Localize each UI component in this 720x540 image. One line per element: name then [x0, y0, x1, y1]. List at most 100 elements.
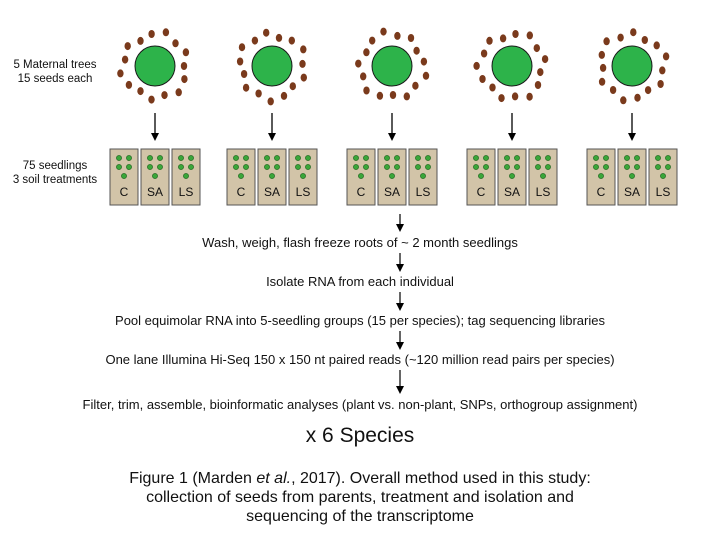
maternal-tree: [251, 45, 293, 87]
seed: [609, 86, 617, 94]
seedling: [353, 155, 359, 161]
seed: [300, 45, 307, 54]
maternal-trees-label: 5 Maternal trees 15 seeds each: [0, 58, 110, 86]
seed: [137, 87, 144, 96]
treatment-label: C: [597, 185, 606, 199]
seedling: [593, 164, 599, 170]
seedling: [157, 164, 163, 170]
caption-suffix: , 2017). Overall method used in this stu…: [291, 470, 591, 487]
seedling: [295, 164, 301, 170]
seedling: [238, 173, 244, 179]
seed: [630, 28, 637, 37]
treatment-label: LS: [536, 185, 551, 199]
seedling: [178, 164, 184, 170]
seedling: [233, 164, 239, 170]
seedling: [305, 164, 311, 170]
seed: [137, 36, 144, 45]
seed: [473, 61, 480, 70]
treatment-label: C: [120, 185, 129, 199]
seedling: [384, 155, 390, 161]
step-analysis: Filter, trim, assemble, bioinformatic an…: [82, 397, 638, 412]
treatment-label: LS: [416, 185, 431, 199]
seed: [641, 36, 648, 44]
seedling: [269, 173, 275, 179]
seedling: [665, 164, 671, 170]
treatment-label: LS: [179, 185, 194, 199]
seed: [363, 86, 370, 95]
seedling: [603, 164, 609, 170]
seedling: [634, 164, 640, 170]
seed: [526, 31, 533, 40]
seedling: [514, 164, 520, 170]
seed: [124, 42, 131, 51]
seedling: [358, 173, 364, 179]
seed: [526, 92, 533, 101]
seedling: [593, 155, 599, 161]
seed: [653, 41, 660, 50]
caption-line2: collection of seeds from parents, treatm…: [146, 489, 574, 506]
seedling: [634, 155, 640, 161]
seed: [420, 57, 428, 66]
seedling: [509, 173, 515, 179]
seed: [412, 81, 419, 90]
seedling: [394, 155, 400, 161]
maternal-tree: [134, 45, 176, 87]
seed: [263, 28, 270, 37]
seedlings-label-line1: 75 seedlings: [22, 160, 88, 172]
seed: [182, 48, 190, 57]
seed: [380, 27, 387, 36]
seedling: [483, 164, 489, 170]
seed: [498, 94, 505, 103]
seed: [407, 34, 415, 42]
treatment-label: SA: [384, 185, 400, 199]
seedling: [535, 155, 541, 161]
seedling: [233, 155, 239, 161]
seedling: [545, 164, 551, 170]
seed: [394, 31, 401, 40]
treatment-label: SA: [504, 185, 520, 199]
seed: [299, 59, 306, 68]
seed: [413, 46, 420, 55]
seedling: [300, 173, 306, 179]
seed: [255, 89, 262, 98]
seed: [634, 93, 641, 102]
seed: [251, 36, 259, 45]
seed: [537, 68, 544, 77]
treatment-label: SA: [147, 185, 163, 199]
seed: [363, 48, 370, 57]
treatment-label: SA: [264, 185, 280, 199]
seed: [289, 82, 296, 91]
seedling: [415, 155, 421, 161]
seed: [644, 86, 652, 95]
seed: [355, 59, 362, 68]
seedling: [425, 155, 431, 161]
seed: [486, 36, 493, 45]
seedling: [425, 164, 431, 170]
seed: [376, 91, 384, 100]
seedling: [660, 173, 666, 179]
sample-group: C SA LS: [346, 27, 438, 206]
seedling: [598, 173, 604, 179]
seedling: [157, 155, 163, 161]
maternal-label-line2: 15 seeds each: [17, 73, 93, 85]
seedling: [188, 155, 194, 161]
seed: [161, 91, 168, 100]
seedling: [473, 155, 479, 161]
sample-group: C SA LS: [109, 28, 201, 206]
seed: [238, 43, 246, 52]
seed: [422, 71, 430, 80]
seedling: [178, 155, 184, 161]
sample-group: C SA LS: [586, 28, 678, 206]
seedling: [353, 164, 359, 170]
caption-line3: sequencing of the transcriptome: [246, 508, 474, 525]
seed: [389, 91, 397, 99]
seed: [240, 70, 248, 78]
seed: [148, 95, 155, 104]
seed: [657, 80, 664, 88]
seed: [617, 33, 624, 42]
step-pool: Pool equimolar RNA into 5-seedling group…: [115, 313, 605, 328]
seed: [620, 96, 627, 105]
seed: [534, 81, 542, 89]
seed: [662, 52, 670, 61]
